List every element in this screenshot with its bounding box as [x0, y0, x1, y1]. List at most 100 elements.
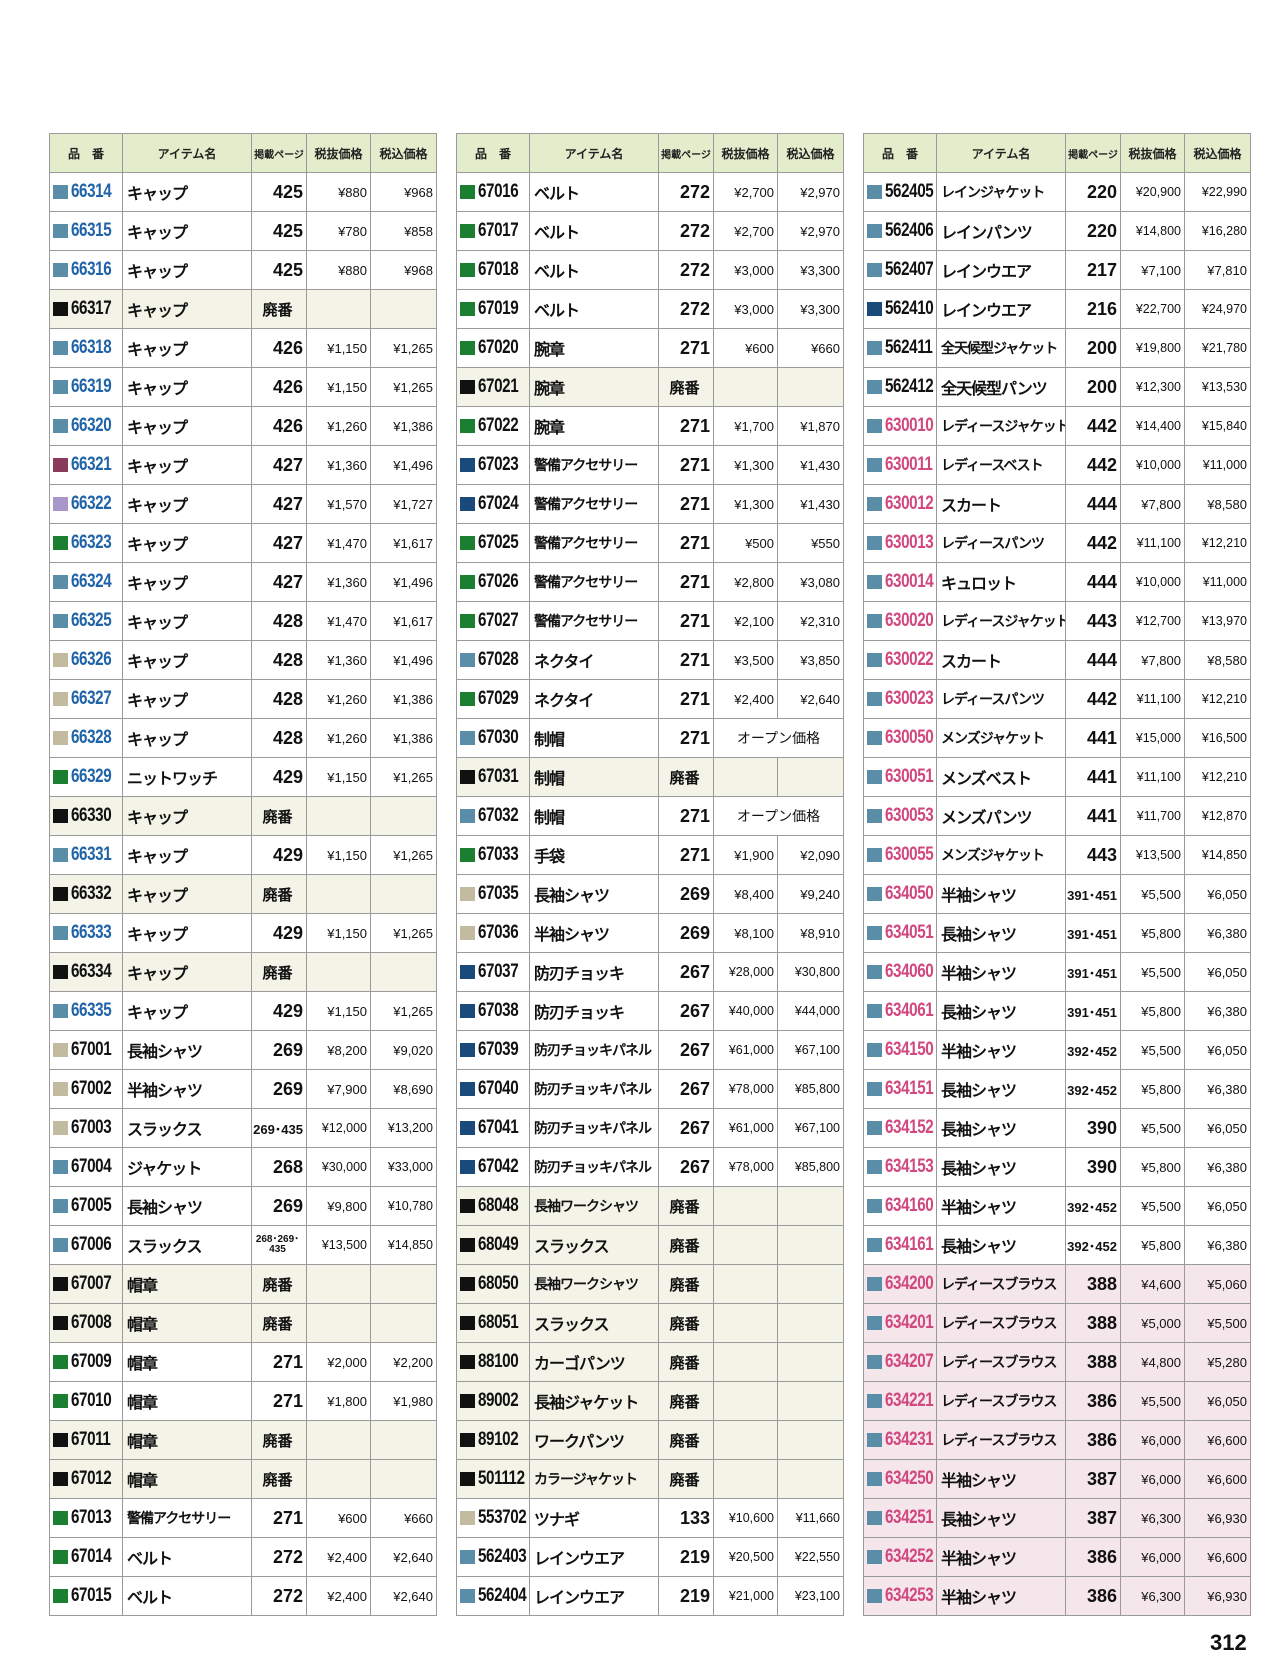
table-row: 66322 キャップ 427 ¥1,570 ¥1,727 [49, 484, 437, 524]
product-code-cell: 67026 [456, 562, 530, 602]
table-row: 634051 長袖シャツ 391･451 ¥5,800 ¥6,380 [863, 913, 1251, 953]
column-header: 税込価格 [1184, 133, 1251, 173]
color-swatch-icon [53, 1277, 68, 1291]
item-name: 半袖シャツ [936, 1576, 1066, 1616]
price-excl-tax: ¥15,000 [1120, 718, 1185, 758]
price-excl-tax: ¥20,900 [1120, 172, 1185, 212]
catalog-page: 廃番 [658, 1225, 714, 1265]
item-name: 制帽 [529, 757, 659, 797]
color-swatch-icon [53, 1394, 68, 1408]
product-code: 67015 [71, 1585, 112, 1606]
product-code-cell: 634221 [863, 1381, 937, 1421]
color-swatch-icon [867, 692, 882, 706]
product-code: 630012 [885, 493, 934, 514]
product-code-cell: 67019 [456, 289, 530, 329]
item-name: 長袖シャツ [936, 991, 1066, 1031]
price-excl-tax: ¥14,400 [1120, 406, 1185, 446]
item-name: 帽章 [122, 1264, 252, 1304]
column-header: 税込価格 [777, 133, 844, 173]
price-incl-tax: ¥1,870 [777, 406, 844, 446]
catalog-page: 271 [658, 445, 714, 485]
price-excl-tax: ¥5,800 [1120, 1147, 1185, 1187]
product-code: 67041 [478, 1117, 519, 1138]
product-code-cell: 67017 [456, 211, 530, 251]
table-row: 630010 レディースジャケット 442 ¥14,400 ¥15,840 [863, 406, 1251, 446]
product-code-cell: 66325 [49, 601, 123, 641]
price-incl-tax [777, 1303, 844, 1343]
product-code-cell: 66327 [49, 679, 123, 719]
product-code: 67008 [71, 1312, 112, 1333]
table-row: 67033 手袋 271 ¥1,900 ¥2,090 [456, 835, 844, 875]
product-code: 634061 [885, 1000, 934, 1021]
price-excl-tax: ¥5,500 [1120, 952, 1185, 992]
table-row: 67032 制帽 271 オープン価格 [456, 796, 844, 836]
header-row: 品 番アイテム名 掲載ページ 税抜価格 税込価格 [456, 133, 844, 173]
color-swatch-icon [867, 1433, 882, 1447]
price-excl-tax: ¥2,100 [713, 601, 778, 641]
product-code-cell: 630051 [863, 757, 937, 797]
color-swatch-icon [867, 1277, 882, 1291]
item-name: レディースブラウス [936, 1381, 1066, 1421]
color-swatch-icon [53, 1082, 68, 1096]
product-code: 68050 [478, 1273, 519, 1294]
product-code-cell: 67037 [456, 952, 530, 992]
price-excl-tax: ¥1,360 [306, 640, 371, 680]
item-name: 帽章 [122, 1303, 252, 1343]
price-incl-tax [370, 1420, 437, 1460]
table-row: 66333 キャップ 429 ¥1,150 ¥1,265 [49, 913, 437, 953]
table-row: 66324 キャップ 427 ¥1,360 ¥1,496 [49, 562, 437, 602]
price-incl-tax: ¥5,500 [1184, 1303, 1251, 1343]
catalog-page: 427 [251, 562, 307, 602]
product-code-cell: 67030 [456, 718, 530, 758]
price-incl-tax: ¥14,850 [370, 1225, 437, 1265]
product-code-cell: 67016 [456, 172, 530, 212]
item-name: 長袖ワークシャツ [529, 1186, 659, 1226]
table-row: 67003 スラックス 269･435 ¥12,000 ¥13,200 [49, 1108, 437, 1148]
item-name: レディースパンツ [936, 523, 1066, 563]
item-name: レディースブラウス [936, 1303, 1066, 1343]
product-code-cell: 66318 [49, 328, 123, 368]
price-excl-tax: ¥1,700 [713, 406, 778, 446]
product-code-cell: 66334 [49, 952, 123, 992]
color-swatch-icon [460, 926, 475, 940]
item-name: キャップ [122, 328, 252, 368]
product-code: 67030 [478, 727, 519, 748]
product-code-cell: 67001 [49, 1030, 123, 1070]
table-row: 66316 キャップ 425 ¥880 ¥968 [49, 250, 437, 290]
catalog-page: 443 [1065, 835, 1121, 875]
color-swatch-icon [460, 341, 475, 355]
item-name: 半袖シャツ [936, 1537, 1066, 1577]
product-code-cell: 68051 [456, 1303, 530, 1343]
product-code-cell: 634060 [863, 952, 937, 992]
item-name: レインウエア [529, 1537, 659, 1577]
price-excl-tax [306, 289, 371, 329]
product-code: 67019 [478, 298, 519, 319]
price-excl-tax: ¥1,800 [306, 1381, 371, 1421]
price-excl-tax: ¥1,150 [306, 328, 371, 368]
product-code-cell: 630053 [863, 796, 937, 836]
catalog-page: 廃番 [658, 1186, 714, 1226]
item-name: 半袖シャツ [936, 874, 1066, 914]
color-swatch-icon [867, 1199, 882, 1213]
product-code: 67006 [71, 1234, 112, 1255]
column-header: 税抜価格 [713, 133, 778, 173]
item-name: スラックス [122, 1108, 252, 1148]
product-code: 66327 [71, 688, 112, 709]
table-row: 634150 半袖シャツ 392･452 ¥5,500 ¥6,050 [863, 1030, 1251, 1070]
color-swatch-icon [53, 263, 68, 277]
item-name: 腕章 [529, 406, 659, 446]
table-row: 67040 防刃チョッキパネル 267 ¥78,000 ¥85,800 [456, 1069, 844, 1109]
color-swatch-icon [460, 1199, 475, 1213]
product-code-cell: 553702 [456, 1498, 530, 1538]
catalog-page: 廃番 [251, 1420, 307, 1460]
price-incl-tax [370, 796, 437, 836]
price-incl-tax: ¥2,310 [777, 601, 844, 641]
product-code-cell: 66331 [49, 835, 123, 875]
product-code-cell: 630055 [863, 835, 937, 875]
table-row: 67015 ベルト 272 ¥2,400 ¥2,640 [49, 1576, 437, 1616]
color-swatch-icon [460, 1550, 475, 1564]
product-code: 66335 [71, 1000, 112, 1021]
price-excl-tax: ¥1,300 [713, 445, 778, 485]
price-incl-tax: ¥6,380 [1184, 1069, 1251, 1109]
price-excl-tax: ¥19,800 [1120, 328, 1185, 368]
